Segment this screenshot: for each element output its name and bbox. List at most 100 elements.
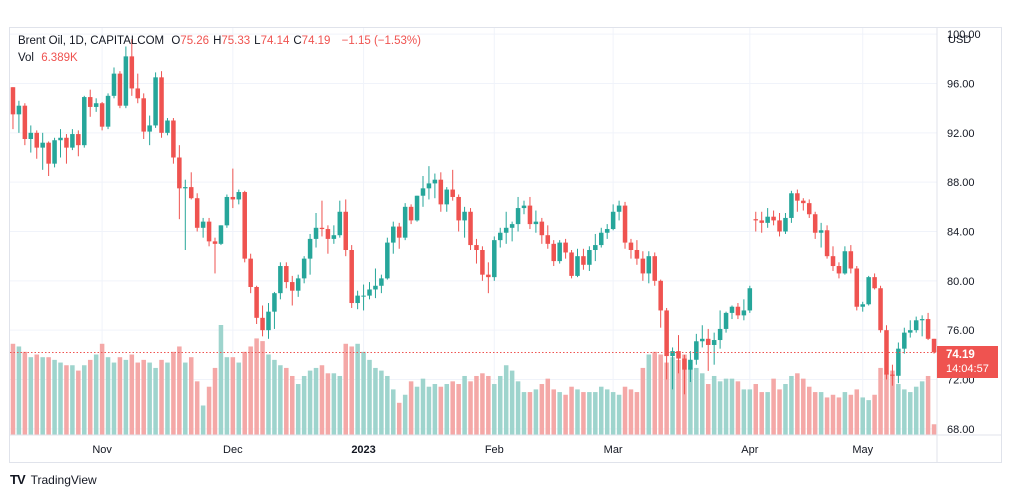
candle-body (634, 250, 640, 259)
brand-name: TradingView (30, 472, 97, 487)
volume-bar (325, 373, 331, 435)
volume-bar (396, 402, 402, 435)
volume-bar (604, 389, 610, 435)
volume-bar (224, 357, 230, 435)
candle-body (682, 358, 687, 370)
price-tick-label: 100.00 (947, 29, 981, 41)
volume-bar (284, 367, 289, 435)
volume-bar (640, 367, 646, 435)
volume-bar (82, 365, 87, 435)
candle-body (717, 328, 723, 341)
volume-bar (694, 367, 699, 435)
volume-bar (497, 375, 503, 435)
volume-bar (301, 375, 307, 435)
volume-bar (616, 394, 622, 435)
volume-bar (836, 397, 842, 435)
volume-bar (735, 381, 741, 435)
ohlc-value-o: 75.26 (180, 35, 210, 47)
candle-body (420, 188, 426, 196)
time-tick-label: Apr (741, 444, 758, 456)
candle-body (908, 330, 913, 333)
candle-body (765, 216, 770, 223)
candle-body (414, 195, 420, 221)
candle-body (248, 258, 253, 287)
candle-body (290, 282, 295, 291)
volume-bar (700, 373, 705, 435)
currency-label[interactable]: USD (948, 34, 972, 46)
candle-body (575, 256, 580, 276)
price-tick-label: 84.00 (947, 227, 975, 239)
volume-bar (218, 325, 224, 435)
candle-body (503, 227, 509, 233)
volume-bar (890, 370, 895, 435)
volume-bar (141, 359, 146, 435)
candle-body (622, 205, 628, 243)
volume-bar (705, 384, 711, 435)
candle-body (474, 245, 479, 250)
candle-body (705, 338, 711, 345)
candle-body (141, 98, 146, 132)
candle-body (640, 258, 646, 274)
candle-body (40, 142, 45, 148)
volume-bar (373, 367, 378, 435)
volume-bar (896, 384, 901, 435)
candle-body (87, 97, 93, 107)
candle-body (735, 306, 741, 316)
candle-body (616, 205, 622, 212)
volume-bar (551, 389, 556, 435)
tradingview-brand[interactable]: TV TradingView (10, 472, 97, 487)
candle-body (569, 252, 574, 276)
candle-body (260, 317, 265, 331)
candle-body (93, 103, 99, 107)
candle-body (593, 245, 598, 250)
ohlc-key-h: H (213, 35, 222, 47)
candle-body (480, 250, 485, 275)
volume-bar (646, 354, 652, 435)
volume-bar (527, 392, 533, 435)
candle-body (361, 295, 366, 297)
ohlc-value-c: 74.19 (301, 35, 331, 47)
volume-bar (379, 370, 384, 435)
volume-bar (509, 370, 515, 435)
candle-body (117, 73, 123, 106)
volume-bar (117, 357, 123, 435)
candle-body (129, 56, 135, 89)
volume-bar (194, 381, 200, 435)
candle-body (468, 211, 473, 246)
candle-body (272, 293, 277, 312)
ohlc-value-l: 74.14 (260, 35, 290, 47)
volume-bar (76, 370, 81, 435)
candle-body (723, 312, 729, 329)
volume-bar (367, 359, 372, 435)
volume-bar (87, 359, 93, 435)
candle-body (218, 225, 224, 244)
symbol-legend[interactable]: Brent Oil, 1D, CAPITALCOM O75.26 H75.33 L7… (18, 35, 425, 47)
price-tick-label: 88.00 (947, 177, 975, 189)
volume-bar (200, 405, 206, 435)
candle-body (28, 132, 34, 139)
candle-body (373, 285, 378, 290)
candle-body (515, 208, 521, 225)
candle-body (896, 348, 901, 376)
candle-body (694, 341, 699, 360)
candle-body (58, 137, 63, 141)
volume-bar (468, 381, 473, 435)
candle-body (599, 232, 604, 246)
candle-body (266, 311, 271, 331)
volume-bar (16, 346, 22, 435)
volume-bar (385, 375, 390, 435)
candle-body (432, 179, 438, 184)
volume-legend[interactable]: Vol 6.389K (18, 52, 82, 64)
candle-body (931, 338, 937, 353)
volume-bar (777, 389, 782, 435)
volume-bar (462, 375, 467, 435)
candle-body (759, 220, 764, 223)
volume-bar (806, 386, 812, 435)
volume-bar (290, 375, 295, 435)
volume-bar (70, 365, 75, 435)
volume-bar (688, 367, 693, 435)
ohlc-key-o: O (171, 35, 181, 47)
volume-bar (830, 394, 836, 435)
volume-bar (123, 359, 129, 435)
